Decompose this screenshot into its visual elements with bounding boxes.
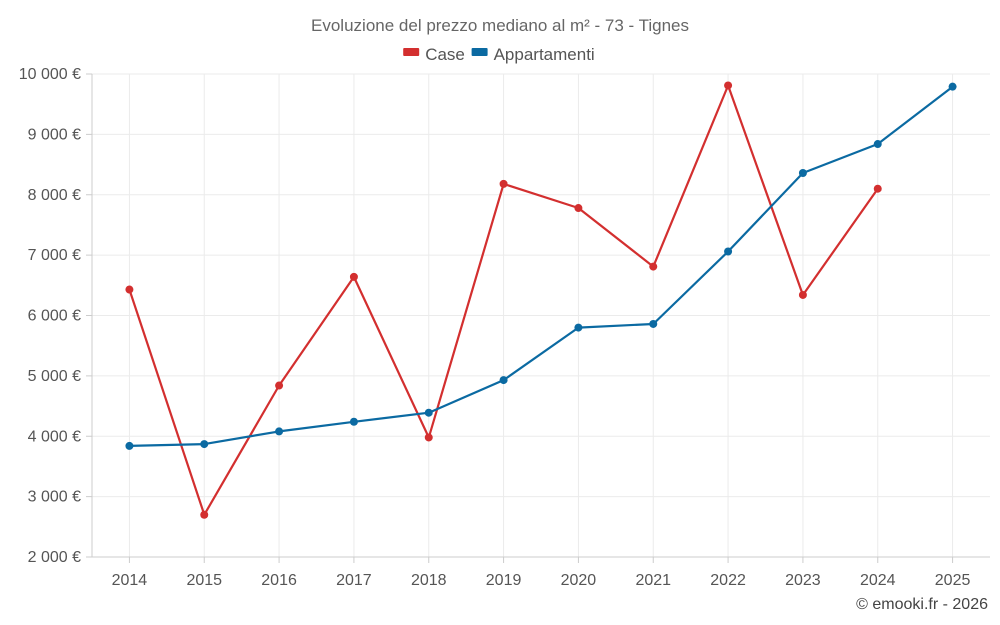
legend-swatch-appartamenti (471, 48, 488, 56)
x-tick-label: 2018 (411, 572, 447, 589)
legend: Case Appartamenti (403, 45, 595, 64)
y-tick-label: 6 000 € (28, 308, 81, 325)
legend-label-appartamenti: Appartamenti (494, 45, 595, 64)
data-point-appartamenti (873, 140, 882, 149)
data-point-appartamenti (948, 82, 957, 91)
data-point-case (125, 285, 134, 294)
chart-credit: © emooki.fr - 2026 (856, 596, 988, 613)
y-tick-label: 2 000 € (28, 549, 81, 566)
data-point-case (798, 290, 807, 299)
x-tick-label: 2016 (261, 572, 297, 589)
x-tick-label: 2019 (486, 572, 522, 589)
chart-title: Evoluzione del prezzo mediano al m² - 73… (311, 16, 689, 35)
x-tick-label: 2024 (860, 572, 896, 589)
data-point-case (424, 433, 433, 442)
y-tick-label: 4 000 € (28, 428, 81, 445)
axes: 2 000 € 3 000 € 4 000 € 5 000 € 6 000 € 7 000… (19, 66, 990, 589)
grid (92, 73, 990, 557)
legend-swatch-case (403, 48, 420, 56)
y-tick-label: 5 000 € (28, 368, 81, 385)
data-point-appartamenti (574, 323, 583, 332)
data-point-appartamenti (125, 441, 134, 450)
data-point-appartamenti (649, 319, 658, 328)
data-point-appartamenti (349, 417, 358, 426)
data-point-appartamenti (275, 427, 284, 436)
data-point-appartamenti (424, 408, 433, 417)
data-point-case (349, 272, 358, 281)
x-tick-label: 2015 (186, 572, 222, 589)
data-point-appartamenti (200, 440, 209, 449)
x-tick-label: 2023 (785, 572, 821, 589)
data-point-case (499, 179, 508, 188)
data-point-case (724, 81, 733, 90)
data-point-case (574, 204, 583, 213)
data-point-appartamenti (499, 376, 508, 385)
legend-label-case: Case (425, 45, 465, 64)
y-tick-label: 8 000 € (28, 187, 81, 204)
data-point-case (200, 510, 209, 519)
x-tick-label: 2021 (635, 572, 671, 589)
data-point-case (275, 381, 284, 390)
data-point-appartamenti (724, 247, 733, 256)
data-point-case (873, 184, 882, 193)
data-point-case (649, 262, 658, 271)
x-tick-label: 2014 (112, 572, 148, 589)
y-tick-label: 3 000 € (28, 489, 81, 506)
data-point-appartamenti (798, 169, 807, 178)
x-tick-label: 2022 (710, 572, 746, 589)
y-tick-label: 9 000 € (28, 126, 81, 143)
series-line-appartamenti (129, 85, 954, 447)
x-tick-label: 2020 (561, 572, 597, 589)
series-group (125, 81, 957, 519)
y-tick-label: 10 000 € (19, 66, 81, 83)
x-tick-label: 2017 (336, 572, 372, 589)
y-tick-label: 7 000 € (28, 247, 81, 264)
x-tick-label: 2025 (935, 572, 971, 589)
